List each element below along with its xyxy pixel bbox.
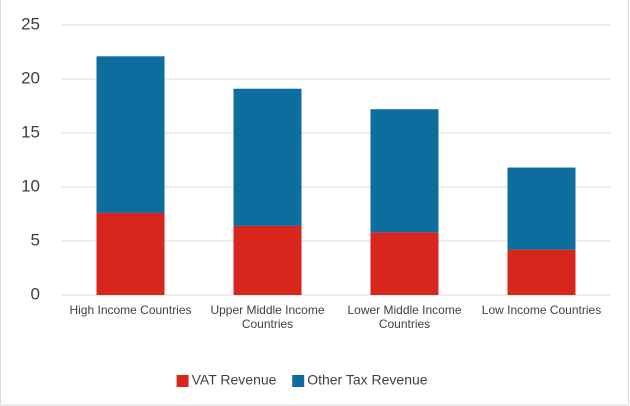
x-tick-label: High Income Countries [69, 303, 192, 317]
legend-label: VAT Revenue [192, 372, 277, 388]
bar-segment [233, 225, 302, 295]
y-tick-label: 25 [21, 14, 40, 33]
y-tick-label: 20 [21, 68, 40, 87]
y-tick-label: 15 [21, 122, 40, 141]
legend-swatch [176, 375, 189, 387]
legend-label: Other Tax Revenue [307, 372, 428, 388]
bar-segment [507, 167, 576, 250]
y-tick-label: 0 [31, 284, 40, 303]
y-tick-label: 5 [31, 230, 40, 249]
x-tick-label: Low Income Countries [481, 303, 602, 317]
x-tick-label-box: High Income Countries [69, 303, 192, 317]
x-tick-label: Lower Middle Income Countries [347, 303, 462, 331]
y-tick-label: 10 [21, 176, 40, 195]
x-tick-label-box: Upper Middle Income Countries [210, 303, 325, 331]
bar-segment [507, 249, 576, 295]
bar-segment [96, 212, 165, 295]
bar-segment [370, 232, 439, 295]
x-tick-label-box: Lower Middle Income Countries [347, 303, 462, 331]
x-tick-label: Upper Middle Income Countries [210, 303, 325, 331]
bar-segment [233, 88, 302, 226]
bar-segment [370, 109, 439, 233]
legend-swatch [292, 375, 305, 387]
x-tick-label-box: Low Income Countries [481, 303, 602, 317]
bar-segment [96, 56, 165, 213]
